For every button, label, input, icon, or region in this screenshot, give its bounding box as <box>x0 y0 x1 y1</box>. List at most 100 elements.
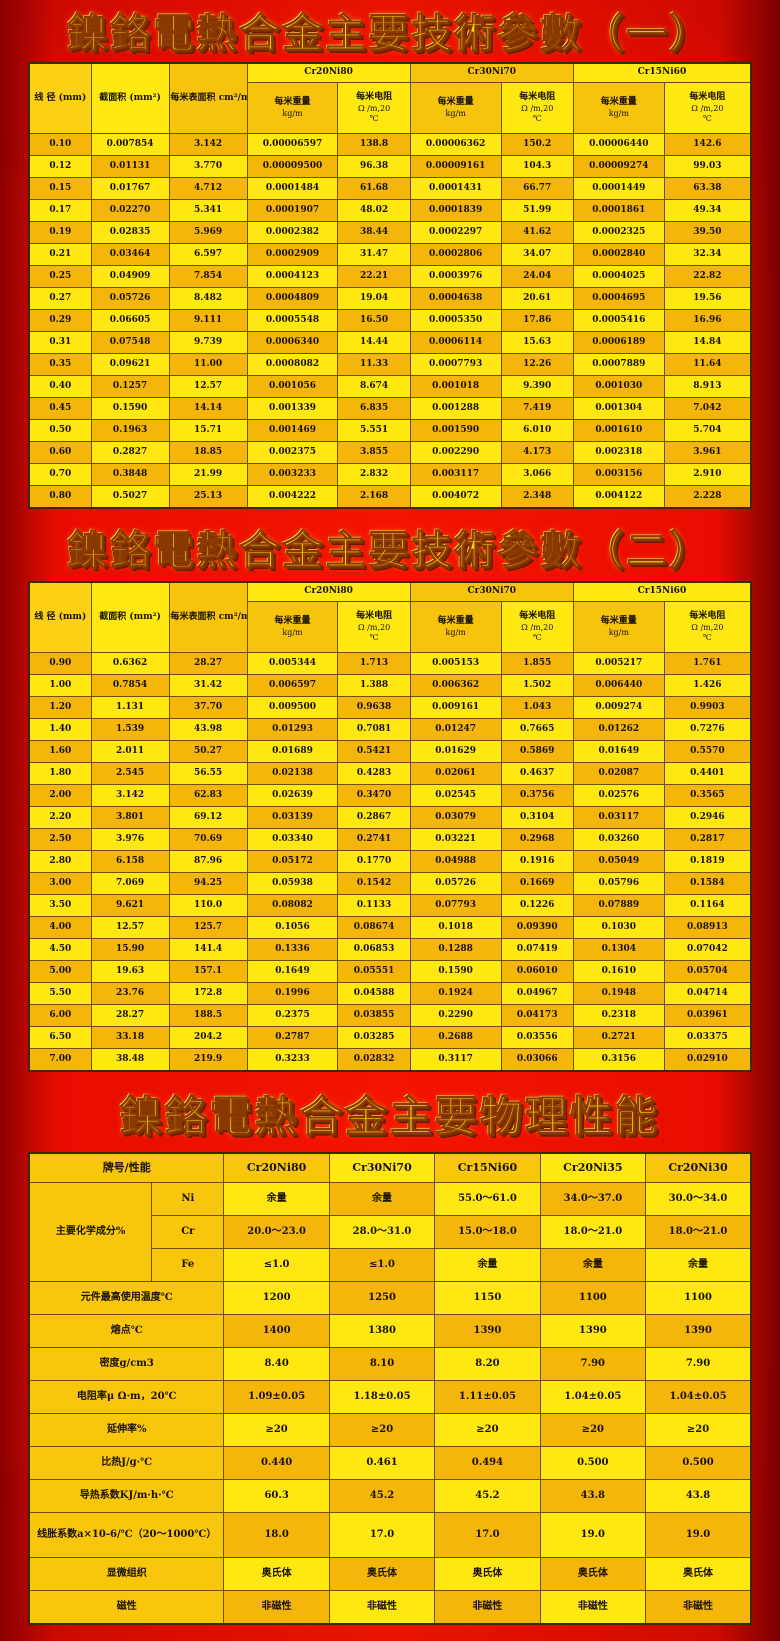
cell-surface-per-meter: 157.1 <box>168 960 248 983</box>
composition-value: 34.0～37.0 <box>539 1182 647 1216</box>
cell-surface-per-meter: 219.9 <box>168 1048 248 1072</box>
cell-section-area: 3.142 <box>90 784 170 807</box>
cell-resistance-cr20ni80: 19.04 <box>337 287 411 310</box>
cell-weight-cr30ni70: 0.00009161 <box>409 155 502 178</box>
table-row: 4.00 12.57 125.7 0.1056 0.08674 0.1018 0.09390… <box>28 916 752 939</box>
col-header-resistance-cr20ni80: 每米电阻 Ω /m,20 ℃ <box>337 601 411 653</box>
property-row: 显微组织 奥氏体 奥氏体 奥氏体 奥氏体 奥氏体 <box>28 1557 752 1591</box>
col-header-section-area: 截面积 (mm²) <box>90 62 170 134</box>
cell-resistance-cr20ni80: 61.68 <box>337 177 411 200</box>
property-value: 非磁性 <box>434 1590 541 1625</box>
cell-resistance-cr20ni80: 2.168 <box>337 485 411 509</box>
table-row: 6.00 28.27 188.5 0.2375 0.03855 0.2290 0.04173… <box>28 1004 752 1027</box>
cell-surface-per-meter: 28.27 <box>168 652 248 675</box>
table-row: 0.10 0.007854 3.142 0.00006597 138.8 0.000063… <box>28 133 752 156</box>
cell-section-area: 0.02270 <box>90 199 170 222</box>
table-row: 0.45 0.1590 14.14 0.001339 6.835 0.001288 7.41… <box>28 397 752 420</box>
composition-value: 余量 <box>645 1248 752 1282</box>
cell-resistance-cr30ni70: 34.07 <box>500 243 574 266</box>
table-row: 5.00 19.63 157.1 0.1649 0.05551 0.1590 0.06010… <box>28 960 752 983</box>
cell-wire-diameter: 4.00 <box>28 916 92 939</box>
composition-value: 20.0～23.0 <box>223 1215 330 1249</box>
cell-section-area: 6.158 <box>90 850 170 873</box>
cell-weight-cr20ni80: 0.01293 <box>246 718 339 741</box>
cell-resistance-cr30ni70: 7.419 <box>500 397 574 420</box>
composition-value: 余量 <box>223 1182 330 1216</box>
cell-weight-cr30ni70: 0.03079 <box>409 806 502 829</box>
cell-resistance-cr15ni60: 0.1164 <box>663 894 752 917</box>
property-value: 17.0 <box>434 1512 541 1558</box>
cell-resistance-cr30ni70: 3.066 <box>500 463 574 486</box>
cell-section-area: 38.48 <box>90 1048 170 1072</box>
cell-resistance-cr30ni70: 9.390 <box>500 375 574 398</box>
row-label-property: 导热系数KJ/m·h·℃ <box>28 1479 225 1513</box>
table-row: 1.40 1.539 43.98 0.01293 0.7081 0.01247 0.7665… <box>28 718 752 741</box>
composition-value: 18.0～21.0 <box>645 1215 752 1249</box>
cell-weight-cr15ni60: 0.1948 <box>572 982 665 1005</box>
spec-table-1-head: 线 径 (mm) 截面积 (mm²) 每米表面积 cm²/m Cr20Ni80 … <box>28 62 752 134</box>
cell-section-area: 0.01131 <box>90 155 170 178</box>
bottom-spacer <box>0 1625 780 1641</box>
cell-wire-diameter: 0.40 <box>28 375 92 398</box>
cell-wire-diameter: 4.50 <box>28 938 92 961</box>
col-header-cr20ni30: Cr20Ni30 <box>645 1152 752 1183</box>
cell-weight-cr15ni60: 0.003156 <box>572 463 665 486</box>
cell-resistance-cr20ni80: 1.713 <box>337 652 411 675</box>
cell-weight-cr20ni80: 0.05938 <box>246 872 339 895</box>
property-row: 延伸率% ≥20 ≥20 ≥20 ≥20 ≥20 <box>28 1413 752 1447</box>
cell-wire-diameter: 1.60 <box>28 740 92 763</box>
table-row: 0.50 0.1963 15.71 0.001469 5.551 0.001590 6.01… <box>28 419 752 442</box>
cell-section-area: 0.09621 <box>90 353 170 376</box>
cell-resistance-cr20ni80: 0.08674 <box>337 916 411 939</box>
col-header-weight-cr15ni60: 每米重量 kg/m <box>572 601 665 653</box>
col-header-resistance-cr20ni80: 每米电阻 Ω /m,20 ℃ <box>337 82 411 134</box>
cell-resistance-cr30ni70: 2.348 <box>500 485 574 509</box>
cell-wire-diameter: 0.27 <box>28 287 92 310</box>
header-group-row: 线 径 (mm) 截面积 (mm²) 每米表面积 cm²/m Cr20Ni80 … <box>28 62 752 134</box>
cell-section-area: 0.1963 <box>90 419 170 442</box>
property-value: 非磁性 <box>539 1590 647 1625</box>
cell-weight-cr30ni70: 0.01629 <box>409 740 502 763</box>
cell-weight-cr20ni80: 0.0002909 <box>246 243 339 266</box>
cell-resistance-cr30ni70: 0.04173 <box>500 1004 574 1027</box>
cell-surface-per-meter: 141.4 <box>168 938 248 961</box>
table-row: 0.12 0.01131 3.770 0.00009500 96.38 0.0000916… <box>28 155 752 178</box>
property-value: 1.04±0.05 <box>645 1380 752 1414</box>
cell-wire-diameter: 7.00 <box>28 1048 92 1072</box>
spec-table-2-body: 0.90 0.6362 28.27 0.005344 1.713 0.005153 1.85… <box>28 652 752 1072</box>
cell-resistance-cr20ni80: 6.835 <box>337 397 411 420</box>
cell-surface-per-meter: 21.99 <box>168 463 248 486</box>
cell-section-area: 0.06605 <box>90 309 170 332</box>
property-value: 45.2 <box>328 1479 436 1513</box>
cell-surface-per-meter: 43.98 <box>168 718 248 741</box>
cell-section-area: 28.27 <box>90 1004 170 1027</box>
cell-section-area: 0.1257 <box>90 375 170 398</box>
table-row: 6.50 33.18 204.2 0.2787 0.03285 0.2688 0.03556… <box>28 1026 752 1049</box>
col-header-wire-diameter: 线 径 (mm) <box>28 62 92 134</box>
property-value: 19.0 <box>645 1512 752 1558</box>
cell-surface-per-meter: 9.739 <box>168 331 248 354</box>
table-row: 0.60 0.2827 18.85 0.002375 3.855 0.002290 4.17… <box>28 441 752 464</box>
row-label-property: 电阻率μ Ω·m，20℃ <box>28 1380 225 1414</box>
cell-weight-cr15ni60: 0.0002840 <box>572 243 665 266</box>
physical-header-row: 牌号/性能 Cr20Ni80 Cr30Ni70 Cr15Ni60 Cr20Ni35 Cr2… <box>28 1152 752 1183</box>
cell-weight-cr20ni80: 0.2375 <box>246 1004 339 1027</box>
property-value: 奥氏体 <box>645 1557 752 1591</box>
cell-resistance-cr15ni60: 2.228 <box>663 485 752 509</box>
property-value: 8.40 <box>223 1347 330 1381</box>
cell-weight-cr30ni70: 0.0001431 <box>409 177 502 200</box>
col-header-cr20ni80: Cr20Ni80 <box>223 1152 330 1183</box>
physical-properties-table: 牌号/性能 Cr20Ni80 Cr30Ni70 Cr15Ni60 Cr20Ni35 Cr2… <box>28 1152 752 1625</box>
cell-wire-diameter: 0.15 <box>28 177 92 200</box>
cell-resistance-cr15ni60: 1.426 <box>663 674 752 697</box>
cell-resistance-cr30ni70: 15.63 <box>500 331 574 354</box>
cell-weight-cr30ni70: 0.2290 <box>409 1004 502 1027</box>
cell-resistance-cr15ni60: 0.5570 <box>663 740 752 763</box>
row-label-element-fe: Fe <box>151 1248 225 1282</box>
cell-weight-cr15ni60: 0.01649 <box>572 740 665 763</box>
cell-resistance-cr15ni60: 16.96 <box>663 309 752 332</box>
cell-resistance-cr20ni80: 38.44 <box>337 221 411 244</box>
col-header-weight-cr20ni80: 每米重量 kg/m <box>246 82 339 134</box>
cell-weight-cr15ni60: 0.001610 <box>572 419 665 442</box>
cell-section-area: 19.63 <box>90 960 170 983</box>
